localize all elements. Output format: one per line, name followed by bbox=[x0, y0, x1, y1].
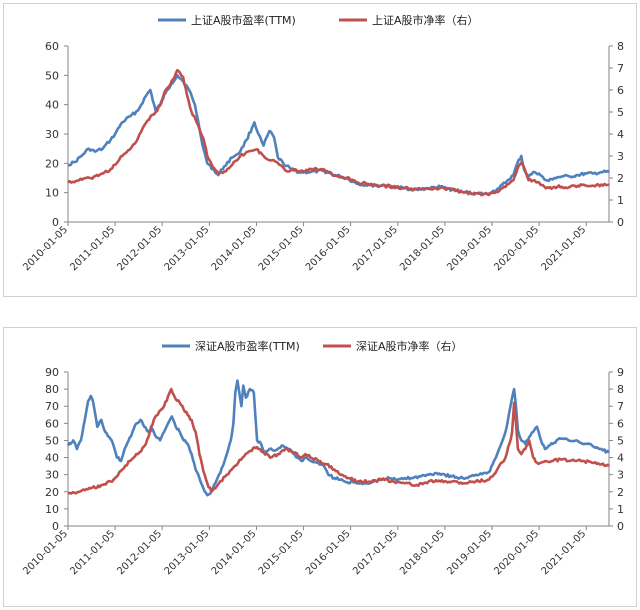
x-tick-label: 2020-01-05 bbox=[492, 528, 541, 577]
y-left-tick-label: 80 bbox=[45, 383, 59, 396]
chart-svg-bottom: 010203040506070809001234567892010-01-052… bbox=[21, 339, 624, 577]
y-left-tick-label: 90 bbox=[45, 366, 59, 379]
x-tick-label: 2010-01-05 bbox=[21, 224, 70, 273]
y-right-tick-label: 8 bbox=[617, 383, 624, 396]
x-tick-label: 2013-01-05 bbox=[163, 224, 212, 273]
y-right-tick-label: 8 bbox=[617, 40, 624, 53]
x-tick-label: 2019-01-05 bbox=[445, 224, 494, 273]
legend-label-pe: 上证A股市盈率(TTM) bbox=[191, 13, 296, 27]
series-line-pb bbox=[67, 68, 610, 197]
y-right-tick-label: 7 bbox=[617, 400, 624, 413]
y-left-tick-label: 40 bbox=[45, 99, 59, 112]
x-tick-label: 2014-01-05 bbox=[210, 224, 259, 273]
y-right-tick-label: 9 bbox=[617, 366, 624, 379]
legend-label-pe: 深证A股市盈率(TTM) bbox=[195, 339, 300, 353]
y-right-tick-label: 6 bbox=[617, 417, 624, 430]
x-tick-label: 2018-01-05 bbox=[398, 224, 447, 273]
y-left-tick-label: 10 bbox=[45, 187, 59, 200]
x-tick-label: 2021-01-05 bbox=[540, 528, 589, 577]
series-line-pe bbox=[66, 379, 610, 497]
y-right-tick-label: 0 bbox=[617, 520, 624, 533]
x-tick-label: 2021-01-05 bbox=[540, 224, 589, 273]
x-tick-label: 2020-01-05 bbox=[492, 224, 541, 273]
x-tick-label: 2012-01-05 bbox=[115, 224, 164, 273]
y-left-tick-label: 60 bbox=[45, 417, 59, 430]
x-tick-label: 2011-01-05 bbox=[68, 528, 117, 577]
y-left-tick-label: 70 bbox=[45, 400, 59, 413]
y-right-tick-label: 4 bbox=[617, 452, 624, 465]
y-left-tick-label: 40 bbox=[45, 452, 59, 465]
y-right-tick-label: 4 bbox=[617, 128, 624, 141]
y-right-tick-label: 2 bbox=[617, 486, 624, 499]
y-right-tick-label: 1 bbox=[617, 503, 624, 516]
chart-panel-bottom: 0 10 20 30 40 50 60 70 80 90 0 1 2 3 4 5 6 7 8 9 2010-01-05 2… bbox=[3, 327, 637, 607]
y-right-tick-label: 1 bbox=[617, 194, 624, 207]
legend-label-pb: 深证A股市净率（右） bbox=[356, 339, 463, 353]
x-tick-label: 2010-01-05 bbox=[21, 528, 70, 577]
y-left-tick-label: 0 bbox=[52, 520, 59, 533]
y-right-tick-label: 5 bbox=[617, 106, 624, 119]
y-left-tick-label: 50 bbox=[45, 434, 59, 447]
x-tick-label: 2013-01-05 bbox=[163, 528, 212, 577]
x-tick-label: 2014-01-05 bbox=[210, 528, 259, 577]
x-tick-label: 2017-01-05 bbox=[351, 224, 400, 273]
y-right-tick-label: 3 bbox=[617, 150, 624, 163]
series-line-pb bbox=[67, 387, 610, 495]
y-left-tick-label: 20 bbox=[45, 157, 59, 170]
y-left-tick-label: 30 bbox=[45, 128, 59, 141]
y-right-tick-label: 6 bbox=[617, 84, 624, 97]
x-tick-label: 2016-01-05 bbox=[304, 528, 353, 577]
x-tick-label: 2016-01-05 bbox=[304, 224, 353, 273]
chart-svg-top: 0 10 20 30 40 50 60 0 1 2 3 4 5 6 7 8 2010-01-052011-01-… bbox=[21, 13, 624, 273]
y-left-tick-label: 10 bbox=[45, 503, 59, 516]
chart-panel-top: 0 10 20 30 40 50 60 0 1 2 3 4 5 6 7 8 2010-01-05 2011-01-… bbox=[3, 3, 637, 297]
x-tick-label: 2012-01-05 bbox=[115, 528, 164, 577]
x-tick-label: 2019-01-05 bbox=[445, 528, 494, 577]
x-tick-label: 2015-01-05 bbox=[257, 528, 306, 577]
y-left-tick-label: 30 bbox=[45, 469, 59, 482]
legend-label-pb: 上证A股市净率（右） bbox=[372, 13, 479, 27]
y-left-tick-label: 60 bbox=[45, 40, 59, 53]
y-right-tick-label: 5 bbox=[617, 434, 624, 447]
x-tick-label: 2011-01-05 bbox=[68, 224, 117, 273]
y-right-tick-label: 3 bbox=[617, 469, 624, 482]
y-right-tick-label: 7 bbox=[617, 62, 624, 75]
y-right-tick-label: 0 bbox=[617, 216, 624, 229]
x-tick-label: 2018-01-05 bbox=[398, 528, 447, 577]
y-left-tick-label: 50 bbox=[45, 69, 59, 82]
x-tick-label: 2017-01-05 bbox=[351, 528, 400, 577]
y-left-tick-label: 0 bbox=[52, 216, 59, 229]
y-right-tick-label: 2 bbox=[617, 172, 624, 185]
x-tick-label: 2015-01-05 bbox=[257, 224, 306, 273]
y-left-tick-label: 20 bbox=[45, 486, 59, 499]
